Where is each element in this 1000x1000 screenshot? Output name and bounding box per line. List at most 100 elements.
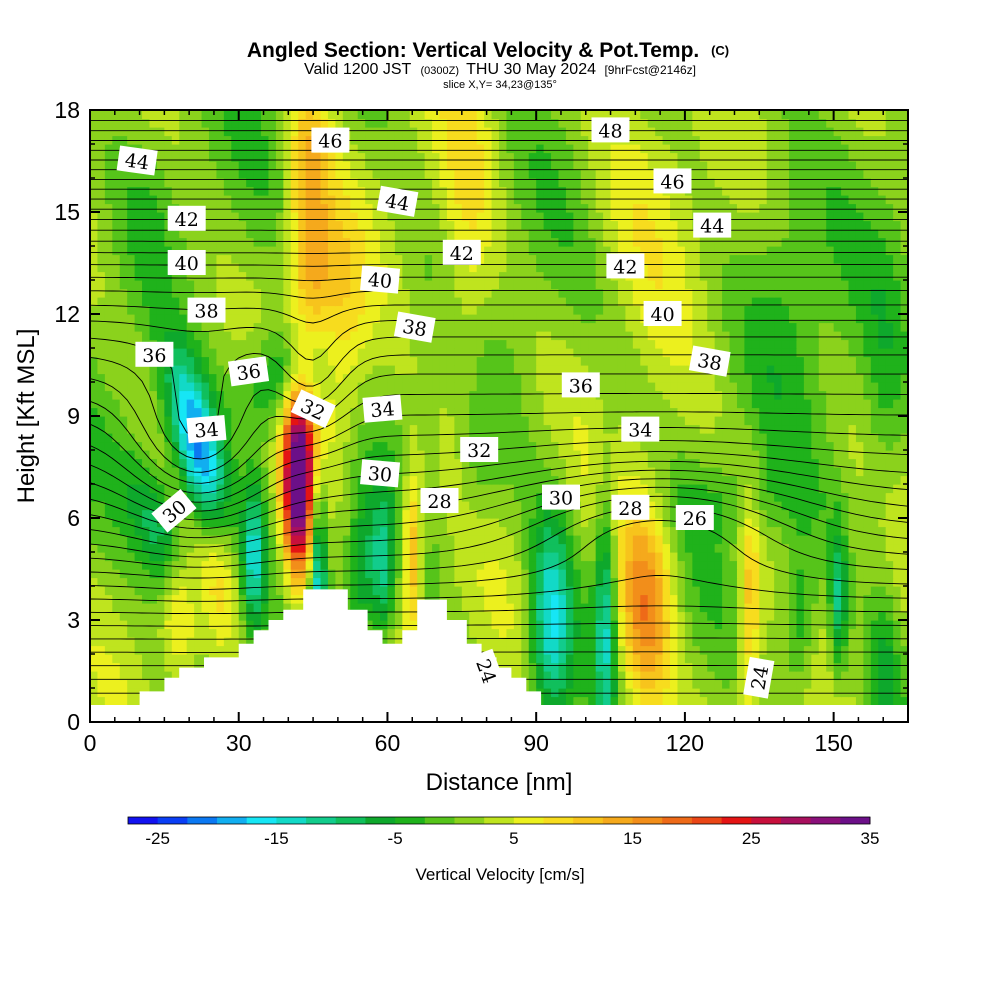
velocity-cell (305, 441, 314, 451)
velocity-cell (729, 662, 738, 672)
velocity-cell (543, 543, 552, 553)
velocity-cell (335, 356, 344, 366)
velocity-cell (885, 407, 894, 417)
velocity-cell (900, 373, 908, 383)
velocity-cell (833, 509, 842, 519)
velocity-cell (201, 560, 210, 570)
velocity-cell (439, 543, 448, 553)
velocity-cell (194, 365, 203, 375)
velocity-cell (231, 586, 240, 596)
velocity-cell (796, 475, 805, 485)
velocity-cell (461, 458, 470, 468)
velocity-cell (476, 509, 485, 519)
velocity-cell (900, 416, 908, 426)
velocity-cell (893, 509, 902, 519)
velocity-cell (327, 365, 336, 375)
velocity-cell (90, 569, 99, 579)
velocity-cell (305, 535, 314, 545)
velocity-cell (744, 365, 753, 375)
velocity-cell (640, 696, 649, 706)
velocity-cell (327, 526, 336, 536)
velocity-cell (617, 484, 627, 494)
velocity-cell (625, 450, 634, 460)
velocity-cell (848, 441, 857, 451)
velocity-cell (186, 654, 195, 664)
velocity-cell (313, 450, 322, 460)
velocity-cell (171, 560, 180, 570)
velocity-cell (841, 407, 850, 417)
velocity-cell (424, 569, 433, 579)
velocity-cell (722, 373, 731, 383)
velocity-cell (565, 696, 574, 706)
velocity-cell (238, 518, 247, 528)
velocity-cell (208, 518, 218, 528)
velocity-cell (119, 501, 128, 511)
velocity-cell (662, 441, 671, 451)
velocity-cell (796, 382, 805, 392)
velocity-cell (409, 492, 418, 502)
velocity-cell (402, 433, 411, 443)
velocity-cell (112, 671, 121, 681)
velocity-cell (238, 611, 247, 621)
velocity-cell (655, 339, 664, 349)
velocity-cell (90, 637, 99, 647)
velocity-cell (803, 382, 812, 392)
velocity-cell (506, 339, 515, 349)
velocity-cell (476, 552, 485, 562)
velocity-cell (528, 458, 537, 468)
velocity-cell (409, 373, 418, 383)
velocity-cell (878, 594, 887, 604)
velocity-cell (499, 390, 508, 400)
velocity-cell (565, 416, 574, 426)
velocity-cell (878, 509, 887, 519)
velocity-cell (818, 441, 827, 451)
velocity-cell (208, 586, 218, 596)
velocity-cell (878, 577, 887, 587)
velocity-cell (142, 679, 151, 689)
velocity-cell (670, 637, 679, 647)
velocity-cell (238, 382, 247, 392)
velocity-cell (729, 458, 738, 468)
velocity-cell (127, 560, 136, 570)
velocity-cell (97, 603, 106, 613)
velocity-cell (818, 339, 827, 349)
velocity-cell (722, 416, 731, 426)
velocity-cell (625, 560, 634, 570)
velocity-cell (97, 671, 106, 681)
velocity-cell (417, 535, 426, 545)
velocity-cell (870, 543, 879, 553)
velocity-cell (253, 560, 262, 570)
velocity-cell (759, 373, 768, 383)
velocity-cell (722, 552, 731, 562)
velocity-cell (878, 688, 887, 698)
velocity-cell (528, 339, 537, 349)
velocity-cell (97, 501, 106, 511)
velocity-cell (855, 424, 864, 434)
velocity-cell (104, 467, 113, 477)
velocity-cell (208, 560, 218, 570)
velocity-cell (90, 543, 99, 553)
velocity-cell (632, 577, 641, 587)
velocity-cell (878, 645, 887, 655)
velocity-cell (588, 645, 597, 655)
velocity-cell (603, 688, 612, 698)
velocity-cell (610, 679, 619, 689)
velocity-cell (603, 365, 612, 375)
velocity-cell (885, 688, 894, 698)
velocity-cell (855, 552, 864, 562)
velocity-cell (610, 390, 619, 400)
velocity-cell (528, 577, 537, 587)
velocity-cell (402, 526, 411, 536)
velocity-cell (469, 390, 478, 400)
velocity-cell (275, 543, 284, 553)
velocity-cell (305, 356, 314, 366)
velocity-cell (632, 688, 641, 698)
velocity-cell (893, 441, 902, 451)
velocity-cell (521, 628, 530, 638)
velocity-cell (565, 475, 574, 485)
velocity-cell (811, 365, 820, 375)
velocity-cell (261, 424, 270, 434)
velocity-cell (201, 543, 210, 553)
velocity-cell (573, 603, 582, 613)
velocity-cell (357, 331, 366, 341)
